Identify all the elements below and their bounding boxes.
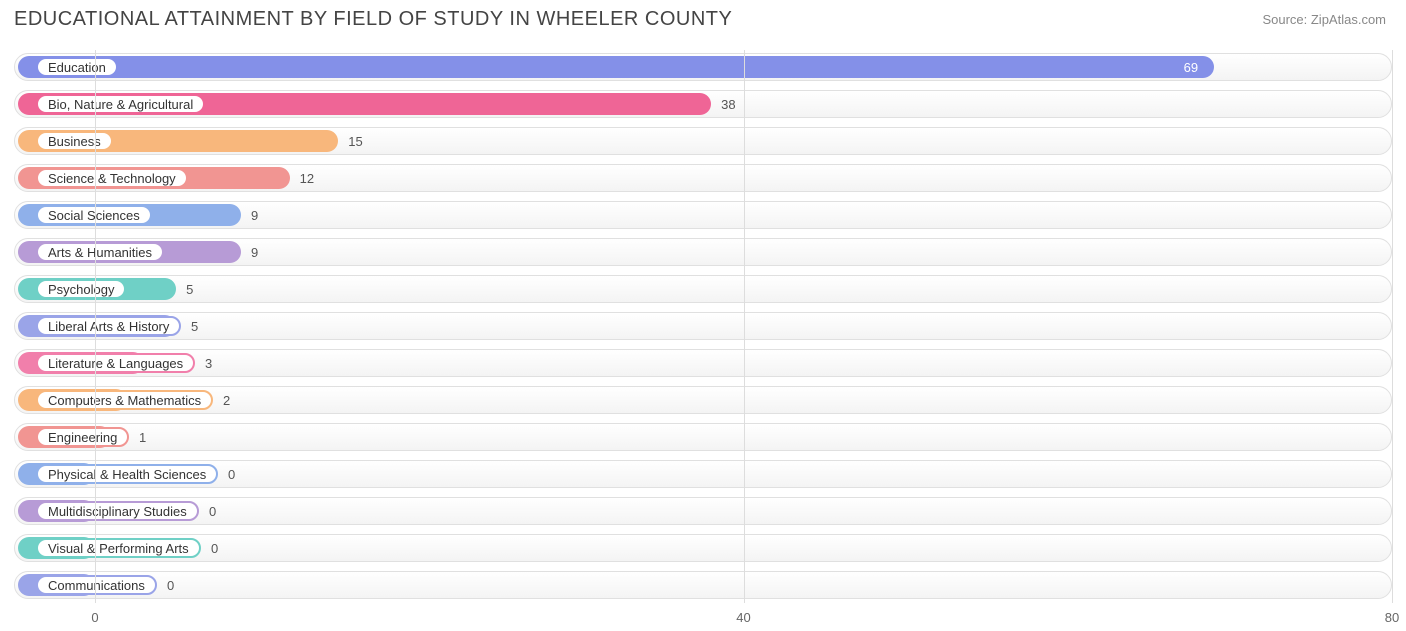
bar-row: Engineering 1 [14,420,1392,454]
category-label: Liberal Arts & History [36,316,181,336]
bar-value: 0 [167,568,174,602]
bar-value: 0 [211,531,218,565]
bar-value: 9 [251,198,258,232]
bar-track [14,497,1392,525]
category-label: Visual & Performing Arts [36,538,201,558]
category-label: Arts & Humanities [36,242,164,262]
x-axis: 04080 [14,605,1392,625]
grid-line [1392,50,1393,603]
bar-row: Business 15 [14,124,1392,158]
category-label: Engineering [36,427,129,447]
category-label: Computers & Mathematics [36,390,213,410]
bar-value: 9 [251,235,258,269]
bar-row: Science & Technology 12 [14,161,1392,195]
chart-plot-area: Education69Bio, Nature & Agricultural38B… [14,50,1392,603]
bar-row: Computers & Mathematics 2 [14,383,1392,417]
category-label: Bio, Nature & Agricultural [36,94,205,114]
category-label: Business [36,131,113,151]
bar-row: Multidisciplinary Studies 0 [14,494,1392,528]
bar-row: Visual & Performing Arts 0 [14,531,1392,565]
bar-track [14,312,1392,340]
bar-row: Literature & Languages 3 [14,346,1392,380]
category-label: Multidisciplinary Studies [36,501,199,521]
bar-row: Education 69 [14,50,1392,84]
bar-track [14,460,1392,488]
x-tick: 80 [1385,610,1399,625]
bar-row: Arts & Humanities 9 [14,235,1392,269]
category-label: Science & Technology [36,168,188,188]
category-label: Literature & Languages [36,353,195,373]
x-tick: 40 [736,610,750,625]
bar-row: Communications 0 [14,568,1392,602]
bar-value: 1 [139,420,146,454]
grid-line [95,50,96,603]
bar-track [14,534,1392,562]
bar-row: Psychology 5 [14,272,1392,306]
category-label: Social Sciences [36,205,152,225]
bar-row: Liberal Arts & History 5 [14,309,1392,343]
bar-value: 0 [209,494,216,528]
bar-track [14,571,1392,599]
source-attribution: Source: ZipAtlas.com [1262,12,1386,27]
bar-value: 3 [205,346,212,380]
bar-value: 12 [300,161,314,195]
bar-row: Bio, Nature & Agricultural 38 [14,87,1392,121]
bar-fill [18,56,1214,78]
category-label: Physical & Health Sciences [36,464,218,484]
bar-track [14,386,1392,414]
category-label: Psychology [36,279,126,299]
x-tick: 0 [91,610,98,625]
category-label: Communications [36,575,157,595]
bar-value: 0 [228,457,235,491]
bar-track [14,349,1392,377]
bar-row: Physical & Health Sciences 0 [14,457,1392,491]
bar-track [14,275,1392,303]
grid-line [744,50,745,603]
bar-value: 38 [721,87,735,121]
bar-track [14,423,1392,451]
bar-value: 69 [1184,50,1198,84]
bar-value: 5 [186,272,193,306]
bar-row: Social Sciences 9 [14,198,1392,232]
bar-value: 2 [223,383,230,417]
chart-title: EDUCATIONAL ATTAINMENT BY FIELD OF STUDY… [14,8,732,31]
bar-value: 15 [348,124,362,158]
bar-value: 5 [191,309,198,343]
category-label: Education [36,57,118,77]
